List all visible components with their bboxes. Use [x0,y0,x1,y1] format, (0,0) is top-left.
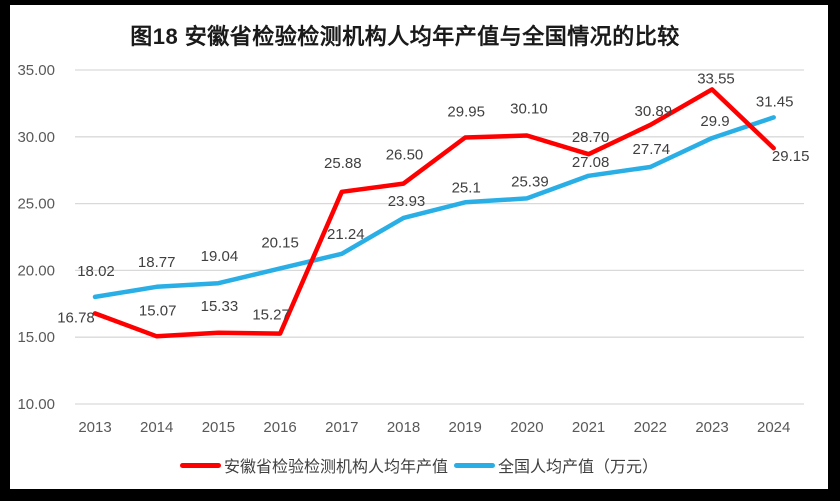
data-label: 30.10 [510,101,548,118]
x-tick-label: 2016 [263,419,296,436]
y-tick-label: 10.00 [17,396,55,413]
data-label: 28.70 [572,129,610,146]
data-label: 26.50 [386,147,424,164]
series-line [92,87,776,339]
data-label: 33.55 [697,70,735,87]
x-tick-label: 2021 [572,419,605,436]
legend-label: 安徽省检验检测机构人均年产值 [223,459,448,476]
x-tick-label: 2013 [78,419,111,436]
data-label: 30.89 [635,103,673,120]
data-label: 27.74 [633,141,671,158]
data-label: 15.33 [201,298,239,315]
y-tick-label: 15.00 [17,329,55,346]
x-tick-label: 2018 [387,419,420,436]
x-tick-label: 2017 [325,419,358,436]
legend-line-swatch [179,462,221,468]
x-tick-label: 2023 [695,419,728,436]
series-line [92,115,776,300]
x-tick-label: 2020 [510,419,543,436]
data-label: 23.93 [388,193,426,210]
data-label: 16.78 [57,309,95,326]
chart-title: 图18 安徽省检验检测机构人均年产值与全国情况的比较 [130,24,680,49]
legend-label: 全国人均产值（万元） [498,459,659,476]
data-label: 18.77 [138,254,176,271]
x-tick-label: 2019 [449,419,482,436]
data-label: 25.88 [324,155,362,172]
data-label: 29.15 [772,148,810,165]
data-label: 25.39 [511,173,549,190]
x-tick-label: 2022 [634,419,667,436]
y-tick-label: 35.00 [17,62,55,79]
data-label: 21.24 [327,226,365,243]
data-label: 15.27 [252,307,290,324]
data-label: 27.08 [572,154,610,171]
data-label: 18.02 [77,263,115,280]
data-label: 25.1 [452,179,481,196]
legend-line-swatch [454,462,495,468]
legend-item: 安徽省检验检测机构人均年产值 [179,453,448,477]
chart-legend: 安徽省检验检测机构人均年产值 全国人均产值（万元） [10,453,828,477]
data-label: 19.04 [201,248,239,265]
data-label: 31.45 [756,93,794,110]
y-tick-label: 30.00 [17,129,55,146]
x-tick-label: 2015 [202,419,235,436]
data-label: 20.15 [261,234,299,251]
data-label: 15.07 [139,302,177,319]
y-tick-label: 25.00 [17,196,55,213]
chart-canvas: 图18 安徽省检验检测机构人均年产值与全国情况的比较 35.00 30.00 25.… [10,5,828,489]
data-label: 29.9 [700,113,729,130]
legend-item: 全国人均产值（万元） [454,453,658,477]
x-tick-label: 2024 [757,419,790,436]
x-tick-label: 2014 [140,419,173,436]
data-label: 29.95 [447,104,485,121]
y-tick-label: 20.00 [17,262,55,279]
